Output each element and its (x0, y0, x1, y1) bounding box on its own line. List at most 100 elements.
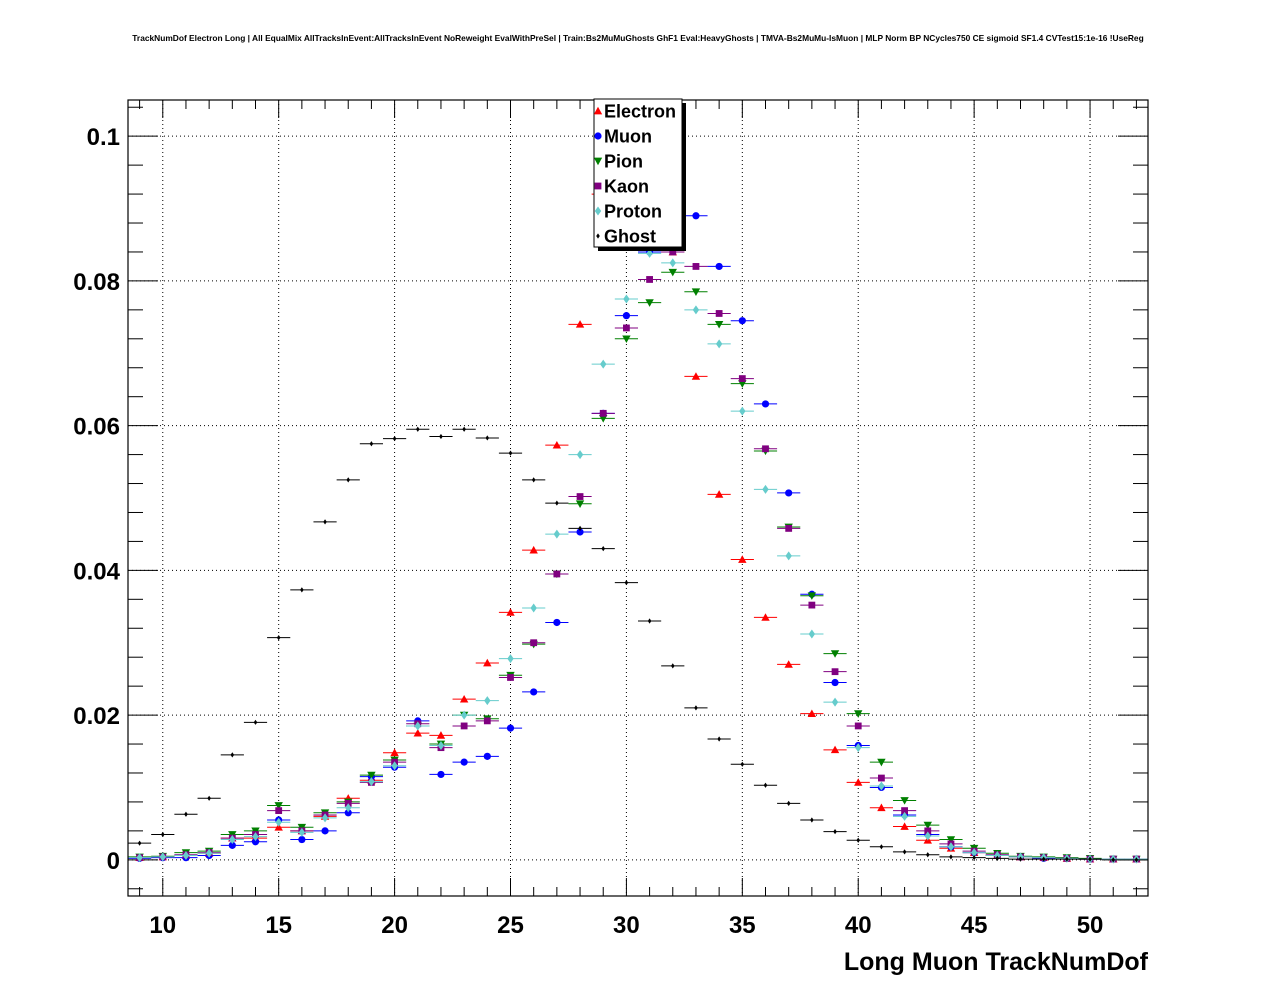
data-point (738, 375, 746, 382)
data-point (624, 580, 629, 586)
data-point (553, 570, 561, 578)
y-tick-label: 0.02 (73, 703, 120, 730)
data-point (692, 263, 700, 270)
data-point (670, 663, 675, 669)
data-point (854, 778, 863, 786)
x-tick-label: 30 (613, 912, 640, 939)
data-point (368, 777, 375, 787)
tick-labels: 10 15 20 25 30 35 40 45 50 0 0.02 0.04 0.06 0.08 0.1 (73, 124, 1103, 939)
data-point (1041, 856, 1046, 862)
data-point (623, 294, 630, 304)
legend-marker (593, 157, 603, 166)
data-point (739, 406, 746, 416)
y-tick-label: 0.04 (73, 558, 120, 585)
data-point (252, 832, 259, 842)
data-point (274, 802, 283, 810)
data-point (439, 433, 443, 440)
data-point (460, 722, 468, 730)
data-point (738, 317, 746, 325)
data-point (508, 450, 513, 456)
legend: Electron Muon Pion Kaon Proton Ghost (593, 98, 686, 251)
data-point (1111, 857, 1116, 863)
data-point (369, 441, 374, 447)
data-point (298, 835, 306, 844)
data-point (1134, 857, 1139, 863)
data-point (184, 811, 188, 817)
data-point (553, 529, 561, 539)
data-point (323, 519, 327, 525)
data-point (205, 848, 213, 858)
data-point (830, 745, 840, 754)
data-point (762, 445, 769, 453)
data-point (831, 678, 839, 687)
data-point (390, 748, 399, 757)
data-point (230, 752, 235, 758)
data-point (484, 696, 491, 706)
data-point (506, 724, 515, 732)
data-point (785, 489, 793, 497)
data-point (762, 484, 769, 494)
legend-marker (594, 206, 602, 216)
data-point (691, 372, 701, 380)
data-point (601, 546, 606, 552)
data-point (691, 288, 701, 296)
data-point (924, 827, 932, 835)
data-point (462, 426, 466, 432)
legend-label-muon: Muon (604, 127, 652, 147)
data-point (785, 551, 792, 561)
data-point (576, 493, 584, 500)
data-point (506, 608, 515, 616)
y-tick-label: 0.06 (73, 414, 120, 441)
data-point (645, 299, 654, 307)
data-point (555, 500, 559, 506)
data-point (830, 650, 840, 658)
data-point (740, 761, 745, 767)
data-point (459, 694, 469, 703)
data-point (877, 803, 886, 812)
data-point (275, 807, 283, 815)
data-point (854, 710, 863, 718)
x-tick-label: 25 (497, 912, 524, 939)
data-point (159, 852, 166, 862)
data-point (949, 854, 953, 860)
data-point (321, 827, 329, 835)
legend-marker (594, 132, 602, 140)
data-point (877, 758, 886, 767)
data-point (229, 835, 236, 845)
data-point (763, 782, 768, 788)
x-tick-label: 40 (845, 912, 872, 939)
chart-title: TrackNumDof Electron Long | All EqualMix… (132, 33, 1144, 43)
data-point (717, 736, 721, 742)
data-point (578, 525, 582, 531)
data-point (251, 838, 260, 846)
legend-label-electron: Electron (604, 102, 676, 122)
series-muon (128, 212, 1148, 863)
data-point (807, 709, 817, 718)
data-point (761, 613, 770, 621)
data-point (228, 841, 236, 849)
data-point (923, 821, 932, 830)
y-tick-label: 0.1 (87, 124, 120, 151)
data-point (972, 855, 976, 861)
data-points (128, 164, 1148, 864)
data-point (646, 276, 653, 283)
data-point (900, 822, 909, 830)
data-point (738, 555, 747, 563)
data-point (391, 761, 398, 771)
data-point (415, 426, 420, 432)
y-tick-label: 0.08 (73, 269, 120, 296)
series-proton (128, 248, 1148, 864)
x-tick-label: 20 (381, 912, 408, 939)
data-point (924, 831, 931, 841)
data-point (437, 740, 445, 750)
data-point (346, 477, 351, 483)
data-point (485, 435, 490, 441)
data-point (878, 774, 885, 782)
data-point (855, 743, 862, 753)
data-point (714, 490, 724, 498)
data-point (1065, 856, 1069, 862)
data-point (345, 803, 352, 813)
data-point (831, 697, 839, 707)
x-tick-label: 50 (1077, 912, 1104, 939)
data-point (694, 705, 698, 711)
